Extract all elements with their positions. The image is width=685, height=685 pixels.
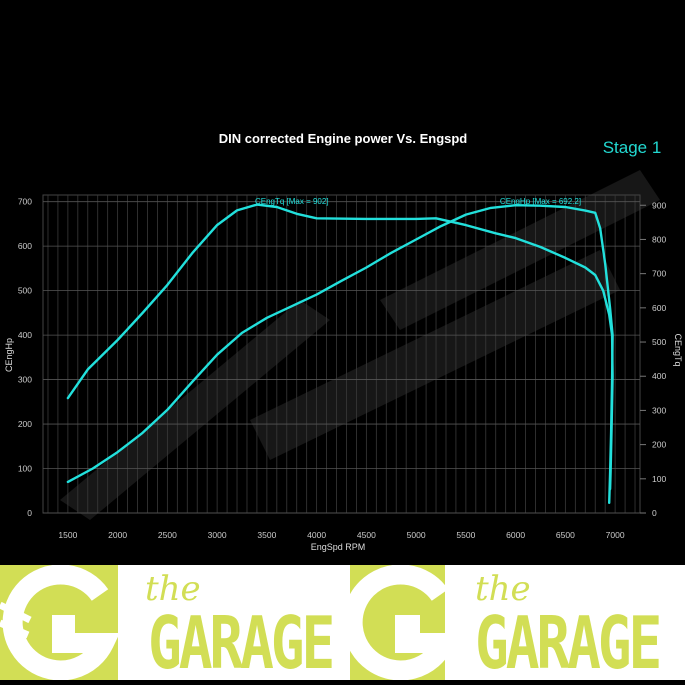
logo-the-text: the xyxy=(145,569,201,609)
logo-garage-text: GARAGE xyxy=(475,601,662,680)
dyno-chart: 1500 2000 2500 3000 3500 4000 4500 5000 5500 6000… xyxy=(4,131,683,552)
x-tick-label: 5500 xyxy=(456,530,475,540)
y-right-tick-label: 100 xyxy=(652,474,666,484)
garage-g-logo xyxy=(0,565,120,680)
y-right-tick-label: 500 xyxy=(652,337,666,347)
x-tick-label: 3000 xyxy=(208,530,227,540)
watermark-shape xyxy=(250,250,620,460)
x-tick-label: 5000 xyxy=(407,530,426,540)
y-right-tick-label: 600 xyxy=(652,303,666,313)
y-left-tick-label: 200 xyxy=(18,419,32,429)
y-left-tick-label: 700 xyxy=(18,197,32,207)
x-tick-label: 1500 xyxy=(58,530,77,540)
y-left-tick-label: 600 xyxy=(18,241,32,251)
y-left-tick-label: 400 xyxy=(18,330,32,340)
x-tick-label: 4500 xyxy=(357,530,376,540)
series-lines: CEngTq [Max = 902] CEngHp [Max = 692.2] xyxy=(66,197,614,504)
series-annotation-CEngTq: CEngTq [Max = 902] xyxy=(255,197,329,206)
y-axis-left-label: CEngHp xyxy=(4,338,14,372)
y-axis-right-label: CEngTq xyxy=(673,333,683,366)
stage-badge: Stage 1 xyxy=(603,138,662,157)
watermark-shape xyxy=(380,170,660,330)
y-right-tick-label: 800 xyxy=(652,234,666,244)
y-left-tick-label: 500 xyxy=(18,286,32,296)
chart-title: DIN corrected Engine power Vs. Engspd xyxy=(219,131,468,146)
bottom-strip xyxy=(0,680,685,685)
y-left-tick-label: 0 xyxy=(27,508,32,518)
y-left-tick-label: 100 xyxy=(18,464,32,474)
watermark-logo xyxy=(60,170,660,520)
axes: 1500 2000 2500 3000 3500 4000 4500 5000 5500 6000… xyxy=(18,197,667,540)
x-tick-label: 3500 xyxy=(257,530,276,540)
series-line-CEngHp xyxy=(66,204,614,504)
y-right-tick-label: 700 xyxy=(652,269,666,279)
x-tick-label: 2000 xyxy=(108,530,127,540)
y-right-tick-label: 200 xyxy=(652,440,666,450)
series-annotation-CEngHp: CEngHp [Max = 692.2] xyxy=(500,197,581,206)
x-tick-label: 7000 xyxy=(606,530,625,540)
x-tick-label: 6500 xyxy=(556,530,575,540)
x-axis-label: EngSpd RPM xyxy=(311,542,366,552)
y-right-tick-label: 300 xyxy=(652,405,666,415)
y-right-tick-label: 900 xyxy=(652,200,666,210)
sponsor-banner: the GARAGE the GARAGE xyxy=(0,565,685,680)
y-right-tick-label: 400 xyxy=(652,371,666,381)
logo-the-text: the xyxy=(475,569,531,609)
x-tick-label: 4000 xyxy=(307,530,326,540)
y-right-tick-label: 0 xyxy=(652,508,657,518)
x-tick-label: 6000 xyxy=(506,530,525,540)
x-tick-label: 2500 xyxy=(158,530,177,540)
garage-g-logo xyxy=(342,565,460,680)
y-left-tick-label: 300 xyxy=(18,375,32,385)
logo-garage-text: GARAGE xyxy=(148,601,335,680)
